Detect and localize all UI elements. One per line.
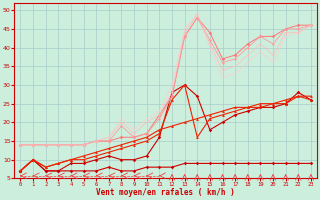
X-axis label: Vent moyen/en rafales ( km/h ): Vent moyen/en rafales ( km/h ) bbox=[96, 188, 235, 197]
